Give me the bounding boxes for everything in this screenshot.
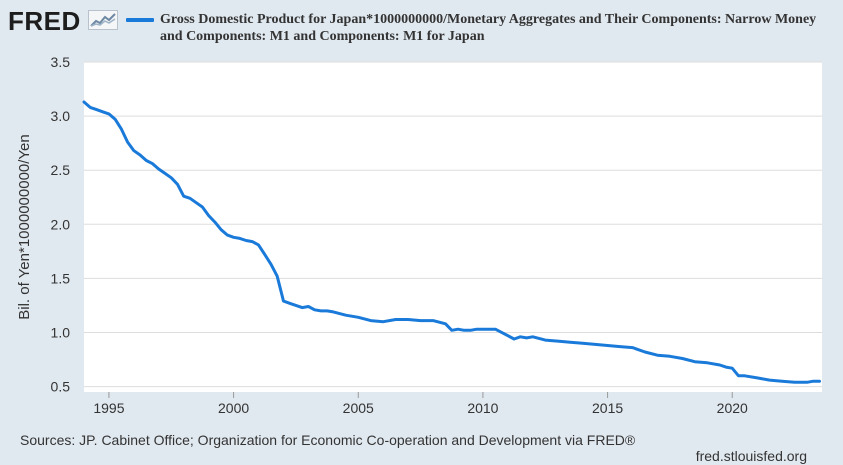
chart-header: FRED Gross Domestic Product for Japan*10… <box>0 0 843 56</box>
x-tick-label: 2005 <box>343 400 374 416</box>
fred-logo[interactable]: FRED <box>8 6 81 36</box>
y-tick-label: 3.0 <box>51 108 71 124</box>
y-tick-label: 1.0 <box>51 324 71 340</box>
series-line <box>82 100 821 384</box>
x-tick-label: 2020 <box>717 400 748 416</box>
x-tick-label: 2000 <box>218 400 249 416</box>
fred-chart-icon <box>88 10 118 30</box>
y-tick-label: 2.0 <box>51 216 71 232</box>
x-tick-label: 2015 <box>592 400 623 416</box>
plot-area <box>84 62 822 392</box>
y-tick-label: 1.5 <box>51 270 71 286</box>
x-tick-label: 1995 <box>93 400 124 416</box>
y-tick-label: 0.5 <box>51 379 71 395</box>
sources-note: Sources: JP. Cabinet Office; Organizatio… <box>20 432 636 448</box>
legend-label[interactable]: Gross Domestic Product for Japan*1000000… <box>160 12 817 44</box>
y-tick-label: 2.5 <box>51 162 71 178</box>
y-tick-label: 3.5 <box>51 54 71 70</box>
x-tick-label: 2010 <box>467 400 498 416</box>
legend-swatch <box>126 18 154 22</box>
y-axis-label: Bil. of Yen*1000000000/Yen <box>16 134 33 319</box>
fred-url[interactable]: fred.stlouisfed.org <box>695 448 807 464</box>
